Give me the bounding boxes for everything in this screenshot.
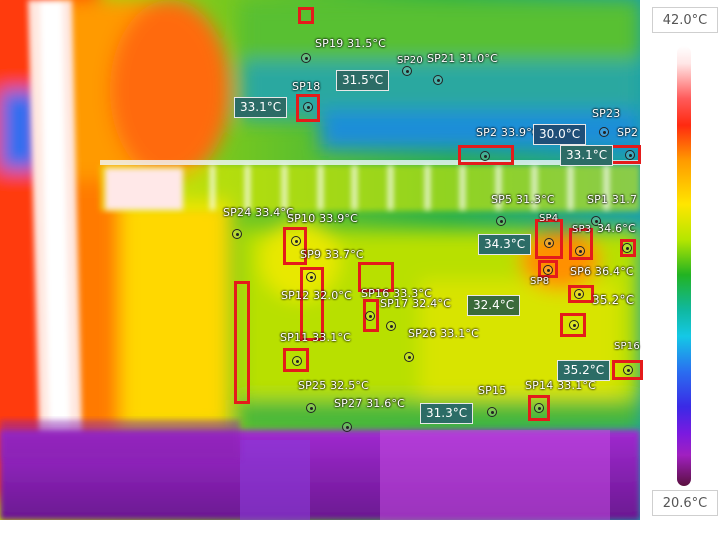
spot-marker[interactable] [591,216,601,226]
spot-marker[interactable] [625,150,635,160]
spot-marker[interactable] [402,66,412,76]
measure-box[interactable] [568,285,594,303]
spot-label: SP15 [478,384,507,397]
temperature-readout: 31.3°C [420,403,474,424]
spot-label: SP1 31.7 [587,193,638,206]
spot-marker[interactable] [433,75,443,85]
spot-label: SP25 32.5°C [298,379,369,392]
spot-label: SP14 33.1°C [525,379,596,392]
measure-box[interactable] [358,262,394,292]
color-scale-bar [677,46,691,486]
spot-marker[interactable] [599,127,609,137]
measure-box[interactable] [234,281,250,404]
spot-marker[interactable] [480,151,490,161]
spot-marker[interactable] [544,238,554,248]
spot-marker[interactable] [622,243,632,253]
spot-label: SP26 33.1°C [408,327,479,340]
spot-label: SP2 33.9°C [476,126,540,139]
spot-label: SP21 31.0°C [427,52,498,65]
measure-box[interactable] [300,267,324,341]
spot-marker[interactable] [301,53,311,63]
spot-marker[interactable] [306,272,316,282]
spot-label: SP20 [397,55,423,66]
spot-label: SP5 31.3°C [491,193,555,206]
temperature-readout: 33.1°C [560,145,614,166]
measure-box[interactable] [620,239,636,257]
spot-marker[interactable] [569,320,579,330]
spot-label: SP3 [572,224,592,235]
spot-label: SP8 [530,276,550,287]
spot-label: SP4 [539,213,559,224]
spot-label: SP12 32.0°C [281,289,352,302]
spot-label: 34.6°C [597,222,636,235]
spot-marker[interactable] [303,102,313,112]
spot-label: SP16 33.3°C [361,287,432,300]
spot-label: SP17 32.4°C [380,297,451,310]
temperature-readout: 32.4°C [467,295,521,316]
spot-label: 35.2°C [592,293,635,307]
measure-box[interactable] [612,360,643,380]
measure-box[interactable] [458,145,514,165]
spot-marker[interactable] [404,352,414,362]
spot-marker[interactable] [623,365,633,375]
spot-marker[interactable] [342,422,352,432]
spot-marker[interactable] [365,311,375,321]
spot-label: SP16 [614,341,640,352]
measure-box[interactable] [363,299,379,332]
temperature-readout: 33.1°C [234,97,288,118]
measure-box[interactable] [535,219,563,259]
temperature-readout: 30.0°C [533,124,587,145]
measure-box[interactable] [538,260,558,278]
spot-label: SP23 [592,107,621,120]
temperature-readout: 31.5°C [336,70,390,91]
measure-box[interactable] [528,395,550,421]
measure-box[interactable] [560,313,586,337]
spot-label: SP2 [617,126,639,139]
spot-label: SP18 [292,80,321,93]
spot-marker[interactable] [386,321,396,331]
spot-label: SP6 36.4°C [570,265,634,278]
spot-marker[interactable] [534,403,544,413]
spot-label: SP24 33.4°C [223,206,294,219]
spot-marker[interactable] [487,407,497,417]
scale-max-label: 42.0°C [652,7,718,33]
measure-box[interactable] [569,228,593,260]
spot-label: SP27 31.6°C [334,397,405,410]
temperature-readout: 35.2°C [557,360,611,381]
measure-box[interactable] [283,227,307,265]
spot-marker[interactable] [575,246,585,256]
spot-label: SP10 33.9°C [287,212,358,225]
spot-marker[interactable] [543,265,553,275]
spot-marker[interactable] [232,229,242,239]
spot-marker[interactable] [574,289,584,299]
temperature-readout: 34.3°C [478,234,532,255]
spot-marker[interactable] [496,216,506,226]
measure-box[interactable] [298,7,314,24]
measure-box[interactable] [296,94,320,122]
scale-min-label: 20.6°C [652,490,718,516]
measure-box[interactable] [283,348,309,372]
spot-label: SP19 31.5°C [315,37,386,50]
spot-marker[interactable] [306,403,316,413]
spot-marker[interactable] [292,356,302,366]
spot-label: SP9 33.7°C [300,248,364,261]
spot-label: SP11 33.1°C [280,331,351,344]
spot-marker[interactable] [291,236,301,246]
